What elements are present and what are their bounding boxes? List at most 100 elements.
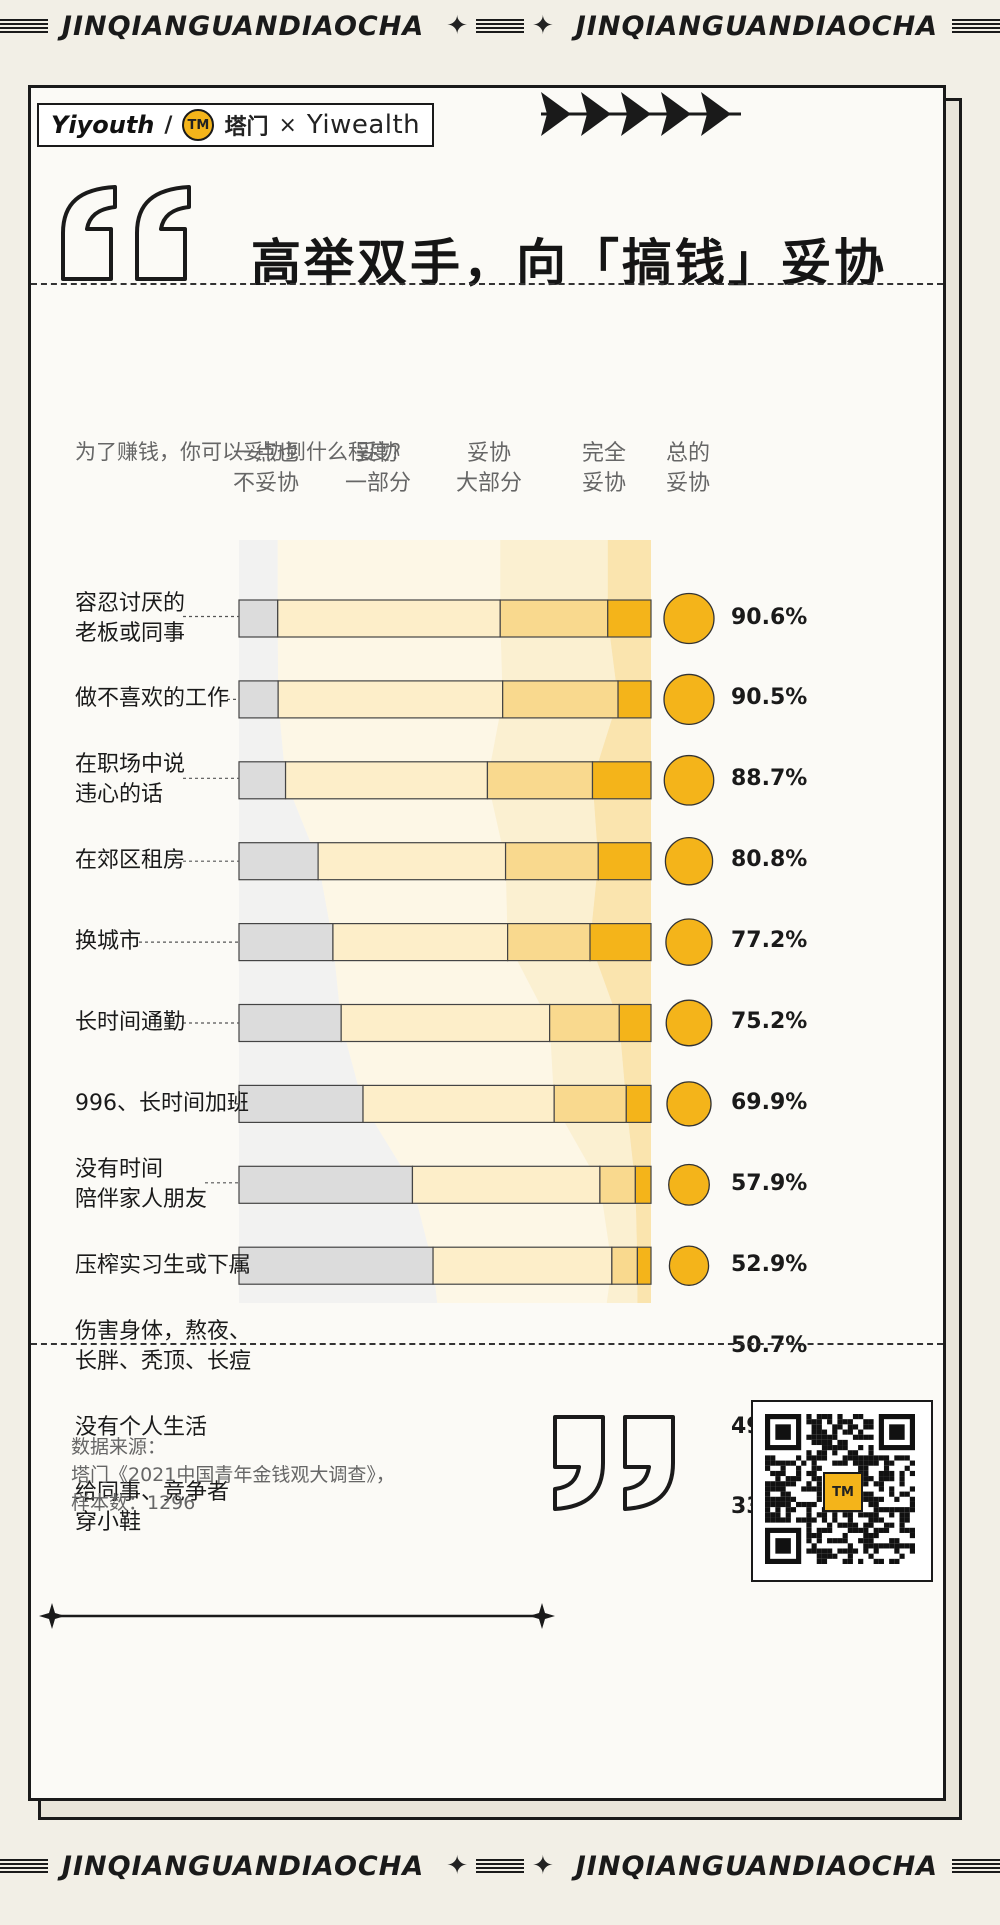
qr-module [790, 1476, 797, 1482]
qr-module [883, 1460, 890, 1466]
qr-code-icon[interactable] [765, 1414, 915, 1564]
qr-module [889, 1558, 895, 1564]
qr-module [816, 1496, 822, 1502]
bar-segment-most [486, 761, 594, 800]
qr-module [816, 1450, 822, 1456]
qr-module [909, 1501, 915, 1508]
qr-module [904, 1517, 910, 1523]
category-label-line: 长胖、秃顶、长痘 [75, 1348, 252, 1374]
qr-module [811, 1419, 817, 1425]
qr-module [821, 1414, 828, 1420]
bottom-banner: JINQIANGUANDIAOCHA ✦ ✦ JINQIANGUANDIAOCH… [0, 1840, 1000, 1892]
close-quote-icon [553, 1415, 675, 1511]
qr-module [858, 1455, 864, 1461]
total-percent-label: 69.9% [731, 1089, 808, 1115]
category-label-line: 压榨实习生或下属 [75, 1252, 252, 1278]
qr-module [878, 1558, 884, 1564]
qr-module [827, 1445, 833, 1451]
qr-module [878, 1481, 884, 1487]
qr-module [832, 1450, 838, 1456]
qr-module [811, 1543, 817, 1549]
qr-module [821, 1439, 828, 1446]
bar-segment-most [504, 842, 599, 881]
logo-separator: / [164, 112, 173, 138]
qr-module [816, 1527, 822, 1533]
bar-segment-full [618, 1003, 652, 1043]
category-label: 做不喜欢的工作 [75, 684, 229, 714]
qr-module [821, 1429, 828, 1435]
qr-module [894, 1548, 900, 1554]
qr-module [883, 1476, 890, 1482]
qr-module [806, 1455, 812, 1461]
bar-segment-none [238, 923, 334, 962]
qr-module [847, 1548, 853, 1554]
qr-module [873, 1481, 879, 1487]
qr-module [868, 1553, 874, 1559]
qr-module [780, 1460, 786, 1466]
qr-module [806, 1450, 812, 1456]
bar-segment-part [340, 1003, 551, 1043]
qr-module [868, 1532, 874, 1539]
qr-module [909, 1532, 915, 1539]
qr-module [801, 1460, 807, 1466]
series-header-line: 妥协 [665, 471, 710, 496]
qr-module [806, 1414, 812, 1420]
qr-module [816, 1532, 822, 1539]
qr-module [770, 1460, 776, 1466]
qr-module [806, 1522, 812, 1528]
qr-module [878, 1476, 884, 1482]
qr-module [858, 1445, 864, 1451]
qr-module [868, 1543, 874, 1549]
qr-module [821, 1517, 828, 1523]
bar-segment-part [284, 761, 489, 800]
qr-module [868, 1501, 874, 1508]
qr-module [765, 1465, 771, 1471]
qr-module [873, 1501, 879, 1508]
qr-module [883, 1543, 890, 1549]
stripes-decoration [952, 19, 1000, 33]
qr-module [878, 1486, 884, 1492]
qr-module [852, 1455, 859, 1461]
qr-module [863, 1527, 869, 1533]
qr-module [806, 1481, 812, 1487]
qr-module [816, 1419, 822, 1425]
qr-module [868, 1476, 874, 1482]
qr-module [816, 1465, 822, 1471]
qr-module [878, 1527, 884, 1533]
qr-module [827, 1419, 833, 1425]
bar-segment-none [238, 842, 319, 881]
qr-module [899, 1491, 905, 1497]
bar-segment-none [238, 1003, 342, 1043]
qr-module [842, 1522, 848, 1528]
qr-module [811, 1434, 817, 1440]
stacked-bar-chart [139, 540, 715, 1303]
total-circle [663, 592, 715, 645]
bar-segment-part [277, 680, 504, 719]
bar-segment-full [597, 842, 652, 881]
qr-module [837, 1460, 843, 1466]
qr-module [806, 1501, 812, 1508]
bar-segment-none [238, 1084, 364, 1124]
dashed-divider [31, 1343, 943, 1345]
category-label-line: 没有时间 [75, 1156, 164, 1182]
qr-module [785, 1481, 791, 1487]
series-header-line: 总的 [665, 441, 710, 466]
qr-module [863, 1460, 869, 1466]
qr-module [816, 1481, 822, 1487]
qr-module [889, 1522, 895, 1528]
qr-module [811, 1501, 817, 1508]
qr-module [842, 1548, 848, 1554]
bar-segment-full [617, 680, 652, 719]
qr-module [894, 1538, 900, 1544]
category-label: 在职场中说 违心的话 [75, 750, 185, 810]
series-header-line: 完全 [581, 441, 626, 466]
qr-module [811, 1486, 817, 1492]
qr-module [883, 1507, 890, 1513]
total-circle [666, 1081, 712, 1127]
qr-module [858, 1465, 864, 1471]
qr-module [785, 1491, 791, 1497]
category-label-line: 伤害身体，熬夜、 [75, 1318, 252, 1344]
qr-module [842, 1419, 848, 1425]
qr-module [816, 1455, 822, 1461]
qr-module [821, 1445, 828, 1451]
